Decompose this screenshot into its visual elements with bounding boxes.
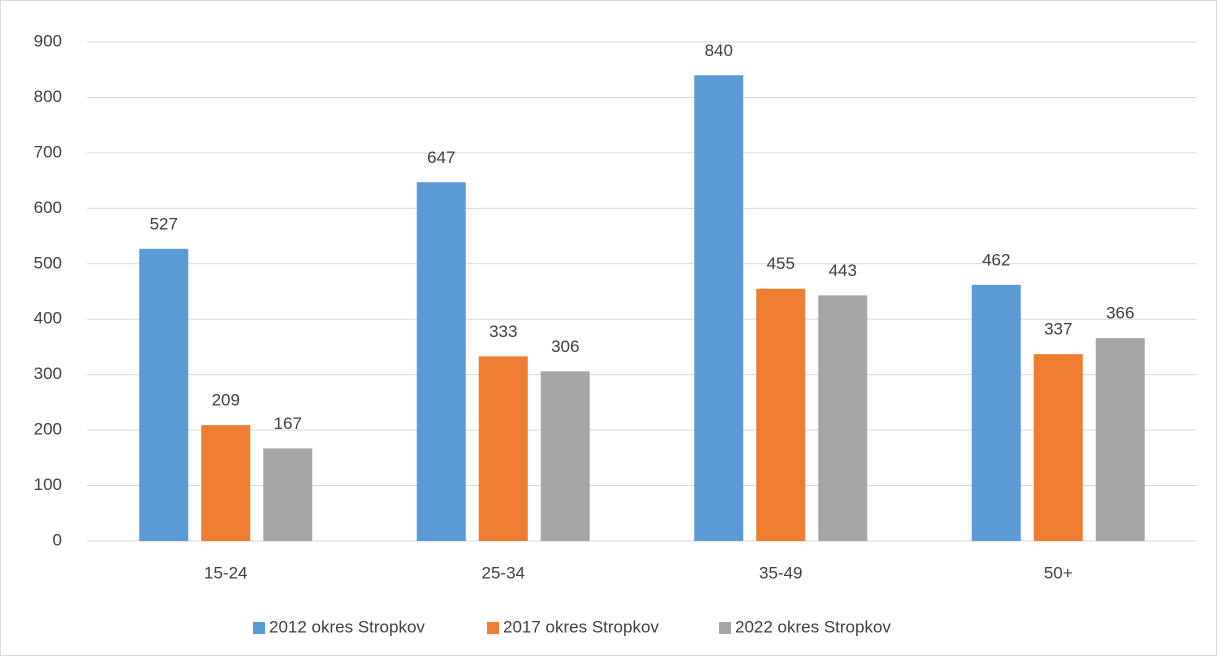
y-tick-label: 300 bbox=[34, 364, 62, 383]
bar bbox=[818, 295, 868, 541]
bar bbox=[540, 371, 590, 541]
x-tick-label: 15-24 bbox=[204, 563, 247, 582]
data-label: 647 bbox=[427, 148, 455, 167]
y-tick-label: 800 bbox=[34, 87, 62, 106]
legend-swatch bbox=[253, 622, 265, 634]
data-label: 366 bbox=[1106, 304, 1134, 323]
y-tick-label: 700 bbox=[34, 142, 62, 161]
x-tick-label: 35-49 bbox=[759, 563, 802, 582]
bar bbox=[201, 425, 251, 541]
data-label: 306 bbox=[551, 337, 579, 356]
bar bbox=[139, 248, 189, 541]
x-tick-label: 25-34 bbox=[482, 563, 525, 582]
legend-swatch bbox=[719, 622, 731, 634]
data-label: 443 bbox=[829, 261, 857, 280]
data-label: 337 bbox=[1044, 320, 1072, 339]
y-tick-label: 900 bbox=[34, 31, 62, 50]
data-label: 333 bbox=[489, 322, 517, 341]
bar bbox=[478, 356, 528, 541]
legend-label: 2022 okres Stropkov bbox=[735, 617, 891, 636]
y-tick-label: 100 bbox=[34, 475, 62, 494]
data-label: 455 bbox=[767, 254, 795, 273]
bar bbox=[1033, 354, 1083, 541]
y-tick-label: 200 bbox=[34, 420, 62, 439]
data-label: 209 bbox=[212, 391, 240, 410]
data-label: 167 bbox=[274, 414, 302, 433]
y-tick-label: 500 bbox=[34, 253, 62, 272]
data-label: 462 bbox=[982, 250, 1010, 269]
bar bbox=[694, 75, 744, 542]
y-tick-label: 600 bbox=[34, 198, 62, 217]
bar bbox=[416, 182, 466, 541]
x-tick-label: 50+ bbox=[1044, 563, 1073, 582]
bar bbox=[756, 288, 806, 541]
data-label: 840 bbox=[705, 41, 733, 60]
bar bbox=[263, 448, 313, 541]
bar bbox=[1095, 338, 1145, 541]
legend-swatch bbox=[487, 622, 499, 634]
y-tick-label: 0 bbox=[53, 530, 62, 549]
bar bbox=[971, 284, 1021, 541]
legend-label: 2017 okres Stropkov bbox=[503, 617, 659, 636]
legend-label: 2012 okres Stropkov bbox=[269, 617, 425, 636]
y-tick-label: 400 bbox=[34, 309, 62, 328]
data-label: 527 bbox=[150, 214, 178, 233]
